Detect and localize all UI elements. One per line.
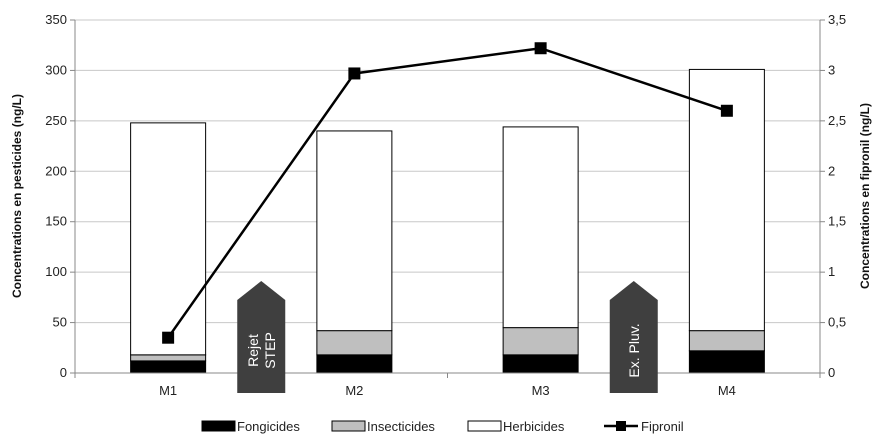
y-tick-label-right: 1,5 [828,214,846,229]
annotation-label-2: Ex. Pluv. [626,323,642,377]
x-tick-label: M4 [718,383,736,398]
y-tick-label-left: 300 [45,62,67,77]
y-axis-title-right: Concentrations en fipronil (ng/L) [858,103,872,289]
y-tick-label-left: 200 [45,163,67,178]
bar-herbicides-m1 [130,122,207,356]
bars [130,68,765,374]
x-tick-label: M1 [159,383,177,398]
annotation-arrow-1 [237,281,286,393]
legend-swatch-fongicides [201,420,236,432]
bar-fongicides-m3 [502,354,579,374]
legend-swatch-herbicides [467,420,502,432]
y-tick-label-left: 50 [53,315,67,330]
x-tick-label: M2 [345,383,363,398]
fipronil-point-m4 [720,104,733,117]
bar-fongicides-m4 [688,350,765,374]
annotation-line: Rejet [245,334,261,367]
y-tick-label-right: 1 [828,264,835,279]
axes: 0 50 100 150 200 250 300 350 0 0,5 1 1,5 2 2,5 3 3,5 M1 M… [45,12,846,398]
bar-insecticides-m1 [130,354,207,362]
y-tick-label-right: 2 [828,163,835,178]
x-tick-label: M3 [532,383,550,398]
y-tick-label-right: 0 [828,365,835,380]
annotation-arrow-2 [609,281,658,393]
y-tick-label-right: 3,5 [828,12,846,27]
y-tick-label-left: 100 [45,264,67,279]
y-tick-label-left: 350 [45,12,67,27]
y-tick-label-right: 2,5 [828,113,846,128]
legend-label-fipronil: Fipronil [641,419,684,434]
bar-herbicides-m2 [316,130,393,332]
legend-swatch-marker [616,421,626,431]
y-tick-label-left: 0 [60,365,67,380]
bar-insecticides-m3 [502,327,579,356]
bar-insecticides-m2 [316,330,393,356]
legend: Fongicides Insecticides Herbicides Fipronil [201,419,684,434]
y-axis-title-left: Concentrations en pesticides (ng/L) [10,94,24,298]
y-tick-label-left: 250 [45,113,67,128]
annotation-label-1: RejetSTEP [245,332,278,369]
fipronil-point-m1 [162,331,175,344]
fipronil-line [162,42,733,344]
annotation-line: Ex. Pluv. [626,323,642,377]
y-tick-label-right: 3 [828,62,835,77]
fipronil-polyline [167,46,728,339]
legend-label-insecticides: Insecticides [367,419,435,434]
bar-herbicides-m3 [502,126,579,329]
legend-swatch-insecticides [331,420,366,432]
fipronil-point-m2 [348,67,361,80]
legend-label-fongicides: Fongicides [237,419,300,434]
bar-insecticides-m4 [688,330,765,352]
legend-label-herbicides: Herbicides [503,419,565,434]
bar-fongicides-m1 [130,360,207,374]
annotations: RejetSTEP Ex. Pluv. [237,281,658,393]
y-tick-label-right: 0,5 [828,315,846,330]
bar-fongicides-m2 [316,354,393,374]
annotation-line: STEP [262,332,278,369]
fipronil-point-m3 [534,42,547,55]
y-tick-label-left: 150 [45,214,67,229]
